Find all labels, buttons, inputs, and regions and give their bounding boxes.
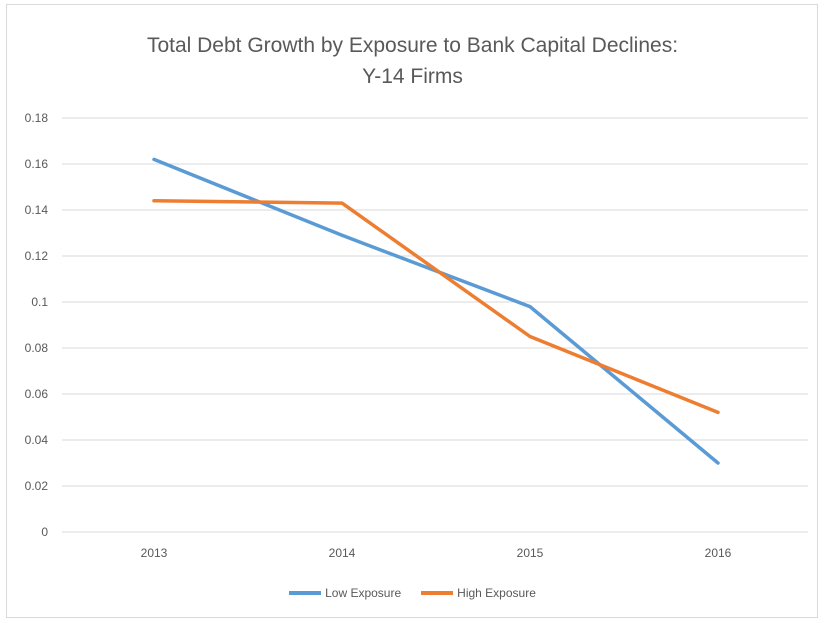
y-tick-label: 0.1 <box>31 295 48 309</box>
chart-frame <box>6 4 818 618</box>
legend: Low Exposure High Exposure <box>0 586 825 600</box>
legend-item-low-exposure: Low Exposure <box>289 586 401 600</box>
y-axis-tick-labels: 0 0.02 0.04 0.06 0.08 0.1 0.12 0.14 0.16 0.18 <box>25 111 49 539</box>
x-tick-label: 2013 <box>141 546 168 560</box>
y-tick-label: 0.18 <box>25 111 49 125</box>
legend-swatch-high-exposure <box>421 591 454 595</box>
y-tick-label: 0 <box>41 525 48 539</box>
y-tick-label: 0.04 <box>25 433 49 447</box>
chart-title: Total Debt Growth by Exposure to Bank Ca… <box>146 34 679 57</box>
y-tick-label: 0.06 <box>25 387 49 401</box>
series-lines <box>152 157 720 465</box>
y-tick-label: 0.12 <box>25 249 49 263</box>
legend-swatch-low-exposure <box>289 591 322 595</box>
y-tick-label: 0.14 <box>25 203 49 217</box>
y-tick-label: 0.02 <box>25 479 49 493</box>
x-tick-label: 2016 <box>705 546 732 560</box>
legend-label-high-exposure: High Exposure <box>457 586 536 600</box>
x-tick-label: 2014 <box>329 546 356 560</box>
gridlines <box>62 117 808 533</box>
series-line-high-exposure <box>152 199 720 415</box>
y-tick-label: 0.16 <box>25 157 49 171</box>
legend-item-high-exposure: High Exposure <box>421 586 536 600</box>
x-tick-label: 2015 <box>517 546 544 560</box>
legend-label-low-exposure: Low Exposure <box>325 586 402 600</box>
series-line-low-exposure <box>152 157 720 465</box>
x-axis-tick-labels: 2013 2014 2015 2016 <box>141 546 732 560</box>
chart-subtitle: Y-14 Firms <box>362 65 463 88</box>
y-tick-label: 0.08 <box>25 341 49 355</box>
